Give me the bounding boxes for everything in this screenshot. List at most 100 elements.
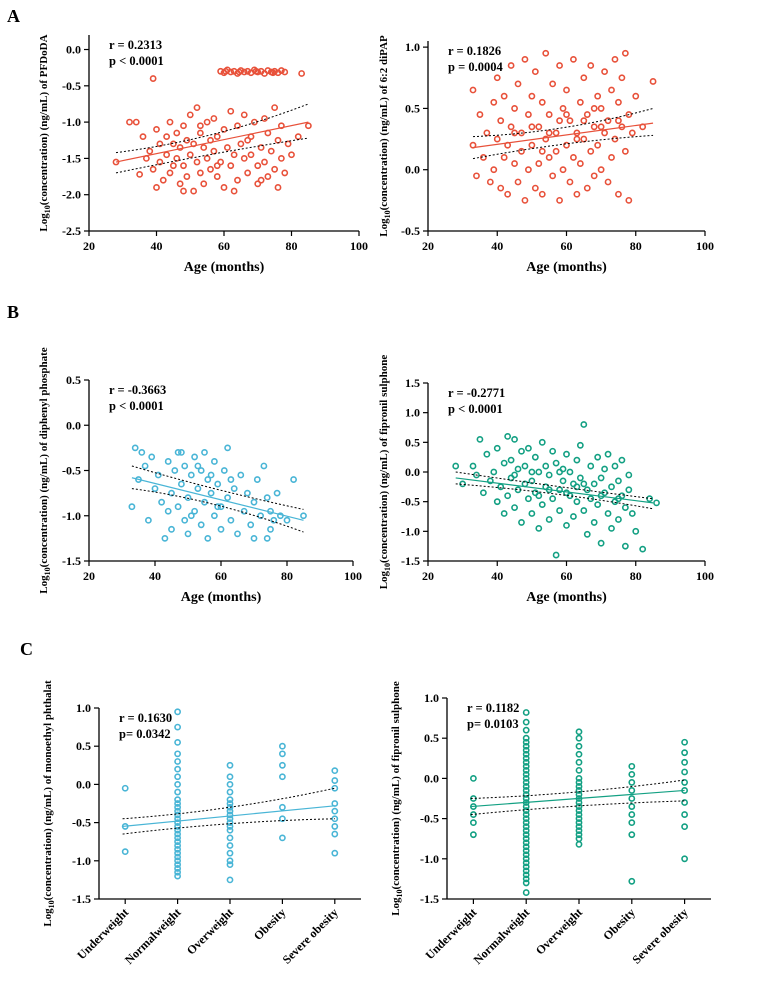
data-point — [490, 468, 498, 476]
data-point — [191, 453, 198, 461]
data-point — [566, 468, 574, 476]
x-axis-title: Age (months) — [526, 260, 607, 275]
data-point — [522, 827, 530, 835]
x-tick-label: 60 — [561, 569, 573, 583]
data-point — [563, 141, 570, 149]
y-tick-label: -2.0 — [62, 188, 81, 202]
data-point — [174, 819, 181, 826]
data-point — [570, 154, 577, 161]
y-tick-label: 0.0 — [405, 163, 420, 177]
data-point — [490, 98, 498, 106]
data-point — [331, 807, 339, 815]
data-point — [573, 498, 581, 506]
data-point — [174, 811, 181, 819]
data-point — [278, 815, 286, 823]
data-point — [522, 803, 530, 810]
data-point — [158, 498, 165, 506]
data-point — [576, 98, 584, 106]
data-point — [278, 761, 286, 769]
data-point — [621, 49, 629, 57]
data-point — [257, 144, 265, 151]
data-point — [196, 169, 204, 177]
y-axis-title: Log10(concentration) (ng/mL) of PFDoDA — [38, 34, 52, 231]
y-axis-title: Log10(concentration) (ng/mL) of diphenyl… — [38, 347, 52, 593]
data-point — [226, 807, 234, 815]
data-point — [522, 867, 530, 875]
data-point — [164, 507, 172, 515]
data-point — [174, 708, 181, 716]
ci-lower-line — [472, 134, 654, 160]
data-point — [552, 129, 560, 137]
data-point — [559, 166, 567, 174]
x-tick-label: 20 — [83, 569, 95, 583]
data-point — [261, 115, 268, 122]
data-point — [283, 516, 291, 524]
data-point — [604, 450, 612, 458]
data-point — [226, 849, 234, 857]
data-point — [545, 471, 553, 479]
data-point — [514, 465, 522, 473]
data-point — [207, 489, 215, 497]
data-point — [538, 190, 546, 198]
data-point — [522, 835, 530, 843]
data-point — [235, 68, 243, 76]
data-point — [274, 184, 282, 191]
y-tick-label: -1.5 — [62, 151, 81, 165]
data-point — [244, 169, 252, 177]
data-point — [278, 773, 286, 781]
data-point — [210, 115, 218, 122]
data-point — [549, 80, 557, 88]
data-point — [298, 70, 306, 77]
data-point — [469, 141, 477, 149]
data-point — [174, 773, 181, 781]
data-point — [628, 877, 636, 885]
y-axis-title: Log10(concentration) (ng/mL) of fipronil… — [390, 681, 404, 916]
y-axis-title-part: (concentration) (ng/mL) of PFDoDA — [38, 34, 50, 205]
data-point — [174, 723, 181, 731]
data-point — [573, 190, 581, 198]
data-point — [237, 471, 245, 479]
data-point — [121, 784, 129, 792]
ci-lower-line — [131, 488, 304, 533]
data-point — [628, 762, 636, 770]
data-point — [583, 184, 591, 192]
data-point — [469, 775, 477, 782]
data-point — [563, 489, 570, 497]
data-point — [575, 799, 583, 806]
data-point — [254, 162, 262, 170]
data-point — [197, 467, 205, 474]
panel-letter-b: B — [7, 302, 19, 322]
x-tick-label: 100 — [696, 569, 714, 583]
data-point — [545, 154, 553, 161]
data-point — [522, 871, 530, 879]
data-point — [522, 855, 530, 863]
data-point — [194, 462, 202, 470]
data-point — [180, 187, 187, 195]
data-point — [580, 480, 588, 488]
chart-a1: 0.0 -0.5 -1.0 -1.5 -2.0 -2.520 40 60 80 100 Age (m… — [38, 34, 368, 275]
data-point — [518, 129, 525, 137]
data-point — [237, 140, 245, 148]
data-point — [522, 770, 530, 778]
data-point — [226, 796, 234, 804]
y-tick-label: -2.5 — [62, 224, 81, 238]
data-point — [493, 135, 501, 143]
data-point — [615, 516, 622, 523]
data-point — [213, 162, 221, 170]
data-point — [226, 826, 234, 834]
data-point — [264, 173, 272, 180]
data-point — [128, 503, 136, 511]
data-point — [247, 521, 255, 529]
data-point — [169, 140, 177, 148]
data-point — [528, 468, 536, 476]
data-point — [254, 180, 262, 188]
data-point — [575, 750, 583, 758]
data-point — [174, 853, 181, 861]
data-point — [563, 450, 570, 458]
data-point — [594, 453, 602, 461]
data-point — [522, 839, 530, 847]
data-point — [497, 117, 505, 125]
data-point — [234, 122, 241, 130]
data-point — [174, 765, 181, 773]
